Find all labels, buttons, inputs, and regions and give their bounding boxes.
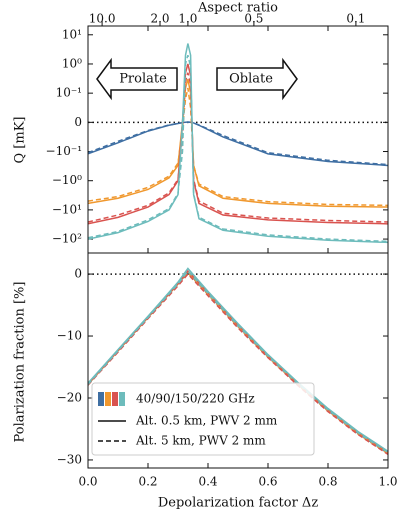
data-line [88, 54, 388, 243]
data-line [88, 121, 388, 167]
y-tick-label: −20 [57, 390, 82, 404]
y-tick-label: 0 [74, 267, 82, 281]
y-tick-label: 10⁻¹ [56, 86, 82, 100]
x-tick-label: 0.6 [258, 475, 277, 489]
axes-frame [87, 25, 389, 254]
y-tick-label: −10¹ [52, 202, 82, 216]
series-group [88, 267, 388, 455]
y-tick-label: −10 [57, 329, 82, 343]
y-tick-label: −10⁰ [52, 173, 82, 187]
data-line [88, 269, 388, 454]
arrow [216, 57, 298, 101]
panel: 0 −10 −20 −30 0.0 0.2 0.4 0.6 0.8 1.0 [57, 252, 398, 489]
x2-tick-label: 0.5 [244, 12, 263, 26]
data-line [88, 43, 388, 244]
y-axis-label: Polarization fraction [%] [13, 282, 28, 443]
x2-tick-label: 2.0 [150, 12, 169, 26]
y-tick-label: −10⁻¹ [46, 144, 82, 158]
data-line [88, 87, 388, 207]
y-tick-label: 10¹ [62, 27, 82, 41]
x2-tick-label: 1.0 [178, 12, 197, 26]
data-line [88, 121, 388, 166]
legend-swatch [112, 392, 118, 406]
annotation: Prolate [119, 72, 167, 87]
x-tick-label: 1.0 [378, 475, 397, 489]
x-tick-label: 0.8 [318, 475, 337, 489]
legend-swatch [119, 392, 125, 406]
series-group [88, 43, 388, 244]
legend-label: Alt. 0.5 km, PWV 2 mm [135, 414, 278, 428]
y-tick-label: 0 [74, 115, 82, 129]
legend-swatch [98, 392, 104, 406]
y-tick-label: −10² [52, 232, 82, 246]
legend-box [91, 382, 315, 456]
data-line [88, 72, 388, 223]
x2-axis-label: Aspect ratio [197, 1, 278, 16]
data-line [88, 267, 388, 452]
legend-label: Alt. 5 km, PWV 2 mm [135, 434, 266, 448]
x-tick-label: 0.4 [198, 475, 217, 489]
legend-label: 40/90/150/220 GHz [136, 392, 255, 406]
axes-frame [87, 252, 389, 469]
arrow [96, 57, 178, 101]
y-axis-label: Q [mK] [13, 117, 28, 164]
data-line [88, 63, 388, 225]
data-line [88, 272, 388, 455]
annotation: Oblate [229, 72, 273, 87]
legend-swatch [105, 392, 111, 406]
y-tick-label: 10⁰ [62, 56, 82, 70]
x2-tick-label: 10.0 [89, 12, 116, 26]
x-tick-label: 0.0 [78, 475, 97, 489]
panel: 10¹ 10⁰ 10⁻¹ 0 −10⁻¹ −10⁰ −10¹ −10² [46, 25, 389, 254]
x-tick-label: 0.2 [138, 475, 157, 489]
data-line [88, 79, 388, 208]
x2-tick-label: 0.1 [346, 12, 365, 26]
y-tick-label: −30 [57, 452, 82, 466]
x-axis-label: Depolarization factor Δz [158, 496, 318, 511]
